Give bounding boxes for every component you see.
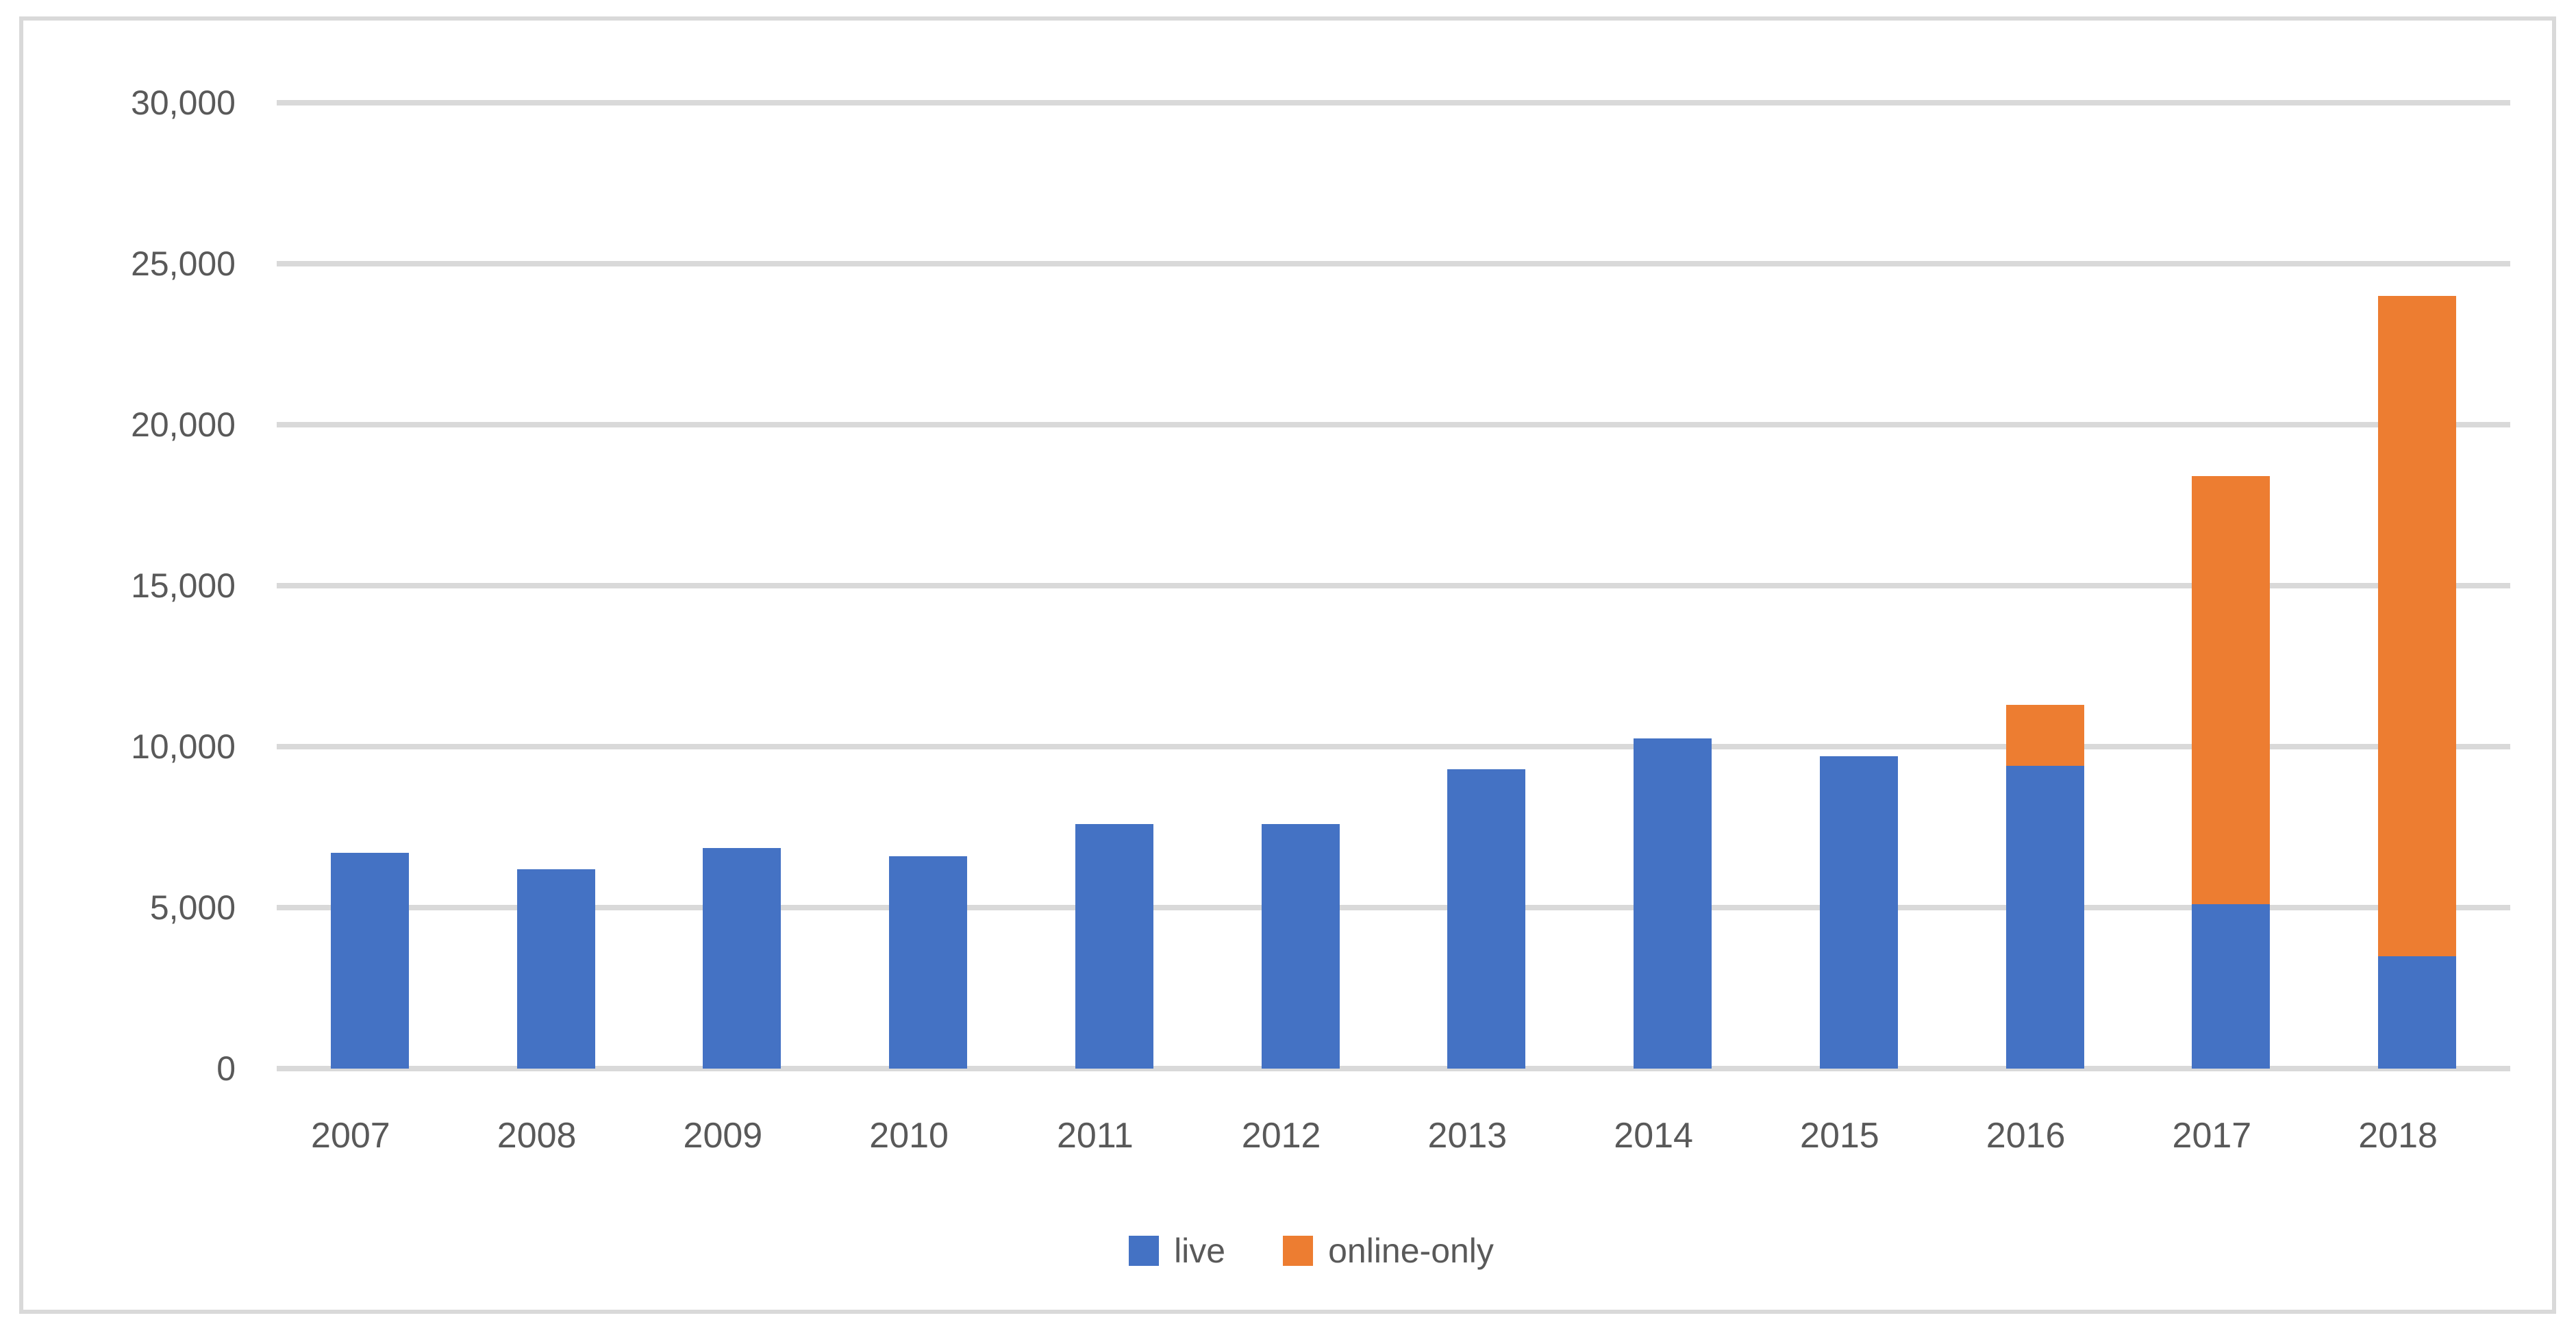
chart-frame: 30,000 25,000 20,000 15,000 10,000 5,000 0 200… (19, 16, 2556, 1314)
bar-2018 (2378, 296, 2457, 1069)
y-tick-label-30000: 30,000 (131, 84, 236, 122)
bar-2010 (889, 856, 968, 1069)
gridline-15000 (277, 583, 2510, 588)
x-label-2007: 2007 (311, 1116, 390, 1156)
legend-label-online-only: online-only (1328, 1232, 1494, 1270)
bar-2009 (703, 848, 781, 1069)
bar-2018-online-only-segment (2378, 296, 2457, 956)
bar-2014 (1634, 738, 1712, 1069)
bar-2008-live-segment (516, 869, 595, 1069)
legend-item-online-only: online-only (1283, 1234, 1494, 1268)
gridline-20000 (277, 422, 2510, 427)
bar-2008 (516, 869, 595, 1069)
gridline-10000 (277, 744, 2510, 749)
gridline-25000 (277, 261, 2510, 266)
x-label-2013: 2013 (1427, 1116, 1508, 1156)
x-label-2012: 2012 (1241, 1116, 1321, 1156)
y-tick-label-25000: 25,000 (131, 245, 236, 283)
bar-2016 (2005, 704, 2084, 1069)
legend-swatch-live-icon (1129, 1236, 1160, 1266)
bar-2012-live-segment (1261, 823, 1340, 1069)
x-label-2009: 2009 (683, 1116, 763, 1156)
bar-2017-online-only-segment (2192, 476, 2271, 905)
y-tick-label-20000: 20,000 (131, 406, 236, 444)
bar-2016-live-segment (2005, 766, 2084, 1069)
bar-2015-live-segment (1819, 756, 1898, 1069)
bar-2009-live-segment (703, 848, 781, 1069)
x-label-2015: 2015 (1800, 1116, 1879, 1156)
y-tick-label-10000: 10,000 (131, 727, 236, 766)
gridline-0 (277, 1066, 2510, 1071)
bar-2017 (2192, 476, 2271, 1069)
x-label-2011: 2011 (1056, 1116, 1134, 1156)
y-tick-label-15000: 15,000 (131, 566, 236, 605)
x-label-2016: 2016 (1986, 1116, 2066, 1156)
x-label-2014: 2014 (1614, 1116, 1693, 1156)
legend-item-live: live (1129, 1234, 1225, 1268)
x-label-2010: 2010 (869, 1116, 949, 1156)
bar-2007 (330, 853, 409, 1069)
bar-2017-live-segment (2192, 904, 2271, 1069)
bar-2010-live-segment (889, 856, 968, 1069)
x-label-2008: 2008 (497, 1116, 577, 1156)
bar-2007-live-segment (330, 853, 409, 1069)
bar-2012 (1261, 823, 1340, 1069)
bar-2018-live-segment (2378, 956, 2457, 1069)
x-label-2017: 2017 (2172, 1116, 2252, 1156)
bar-2013 (1447, 769, 1526, 1069)
gridline-30000 (277, 100, 2510, 105)
bar-2016-online-only-segment (2005, 704, 2084, 767)
bar-2015 (1819, 756, 1898, 1069)
bar-2011-live-segment (1075, 823, 1153, 1069)
plot-area (277, 100, 2510, 1071)
legend-label-live: live (1174, 1232, 1226, 1270)
legend: live online-only (23, 1223, 2576, 1278)
y-tick-label-0: 0 (216, 1049, 236, 1088)
bar-2014-live-segment (1634, 738, 1712, 1069)
x-label-2018: 2018 (2358, 1116, 2438, 1156)
legend-swatch-online-only-icon (1283, 1236, 1314, 1266)
bar-2011 (1075, 823, 1153, 1069)
gridline-5000 (277, 905, 2510, 910)
y-tick-label-5000: 5,000 (149, 888, 236, 927)
bar-2013-live-segment (1447, 769, 1526, 1069)
